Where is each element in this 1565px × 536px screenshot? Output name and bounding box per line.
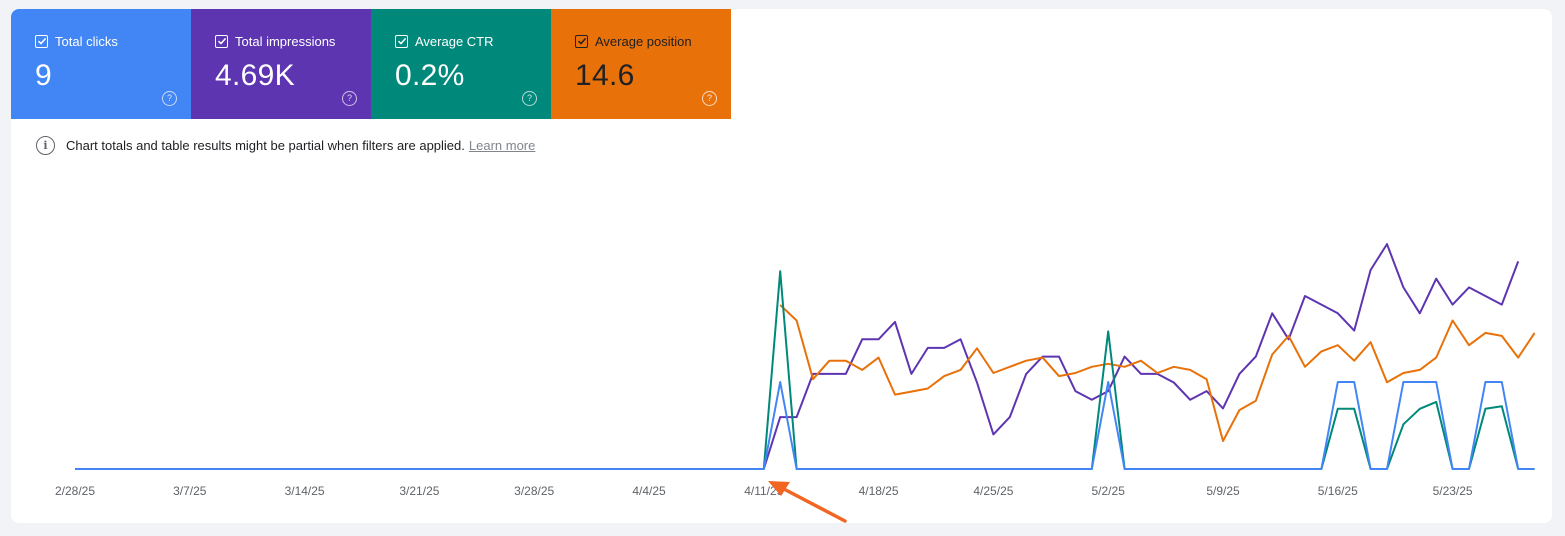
- performance-card: Total clicks 9 ? Total impressions 4.69K…: [11, 9, 1552, 523]
- x-tick-label: 3/28/25: [514, 484, 554, 498]
- series-line-impressions: [762, 243, 1520, 470]
- metric-tile-total-clicks[interactable]: Total clicks 9 ?: [11, 9, 191, 119]
- series-line-position: [779, 304, 1536, 442]
- checkbox-checked-icon[interactable]: [575, 34, 588, 48]
- x-tick-label: 5/2/25: [1092, 484, 1126, 498]
- metric-tiles: Total clicks 9 ? Total impressions 4.69K…: [11, 9, 731, 119]
- metric-tile-average-position[interactable]: Average position 14.6 ?: [551, 9, 731, 119]
- metric-value: 4.69K: [215, 59, 295, 92]
- filter-notice: i Chart totals and table results might b…: [36, 136, 535, 155]
- series-line-clicks: [75, 381, 1535, 470]
- info-icon: i: [36, 136, 55, 155]
- x-tick-label: 5/9/25: [1206, 484, 1240, 498]
- metric-label: Average position: [595, 33, 692, 49]
- x-tick-label: 5/16/25: [1318, 484, 1358, 498]
- help-icon[interactable]: ?: [702, 91, 717, 106]
- learn-more-link[interactable]: Learn more: [468, 138, 536, 153]
- x-tick-label: 3/7/25: [173, 484, 207, 498]
- annotation-arrow: [768, 481, 847, 523]
- x-tick-label: 4/25/25: [973, 484, 1013, 498]
- metric-tile-average-ctr[interactable]: Average CTR 0.2% ?: [371, 9, 551, 119]
- metric-value: 0.2%: [395, 59, 465, 92]
- metric-value: 14.6: [575, 59, 635, 92]
- checkbox-checked-icon[interactable]: [395, 34, 408, 48]
- checkbox-checked-icon[interactable]: [215, 34, 228, 48]
- x-tick-label: 2/28/25: [55, 484, 95, 498]
- metric-value: 9: [35, 59, 52, 92]
- x-tick-label: 4/4/25: [632, 484, 666, 498]
- help-icon[interactable]: ?: [522, 91, 537, 106]
- x-tick-label: 3/14/25: [285, 484, 325, 498]
- help-icon[interactable]: ?: [162, 91, 177, 106]
- x-tick-label: 4/18/25: [859, 484, 899, 498]
- metric-label: Total impressions: [235, 33, 336, 49]
- notice-text: Chart totals and table results might be …: [66, 138, 465, 153]
- x-tick-label: 5/23/25: [1433, 484, 1473, 498]
- metric-tile-total-impressions[interactable]: Total impressions 4.69K ?: [191, 9, 371, 119]
- help-icon[interactable]: ?: [342, 91, 357, 106]
- metric-label: Total clicks: [55, 33, 118, 49]
- metric-label: Average CTR: [415, 33, 494, 49]
- x-tick-label: 3/21/25: [399, 484, 439, 498]
- checkbox-checked-icon[interactable]: [35, 34, 48, 48]
